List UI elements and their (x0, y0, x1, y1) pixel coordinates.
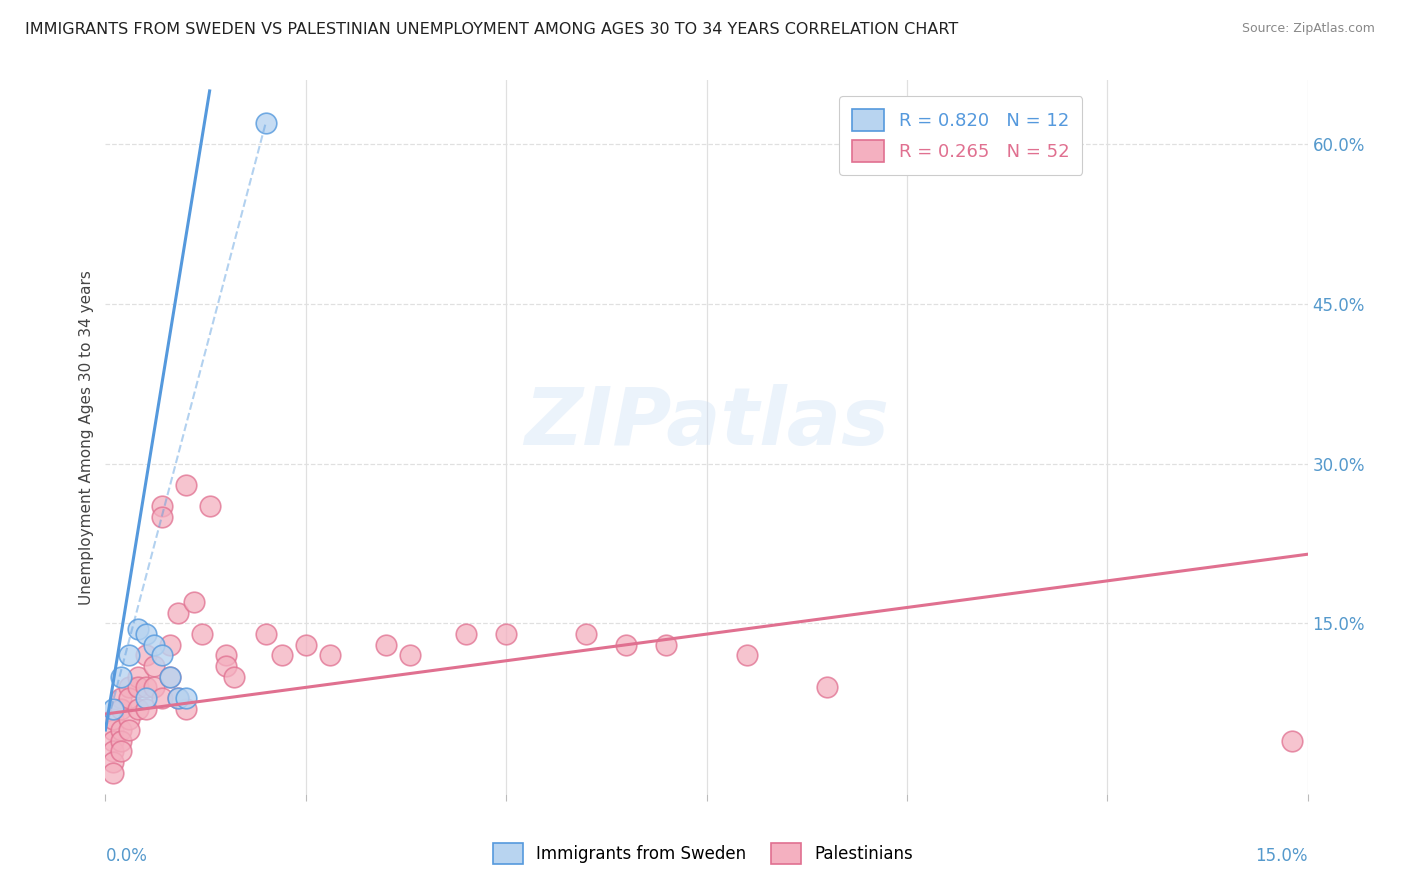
Point (118, 712, 141, 726)
Point (150, 691, 173, 706)
Point (150, 500, 173, 514)
Point (254, 627, 277, 641)
Text: Source: ZipAtlas.com: Source: ZipAtlas.com (1241, 22, 1375, 36)
Point (103, 712, 125, 726)
Point (142, 638, 165, 652)
Text: IMMIGRANTS FROM SWEDEN VS PALESTINIAN UNEMPLOYMENT AMONG AGES 30 TO 34 YEARS COR: IMMIGRANTS FROM SWEDEN VS PALESTINIAN UN… (25, 22, 959, 37)
Point (103, 701, 125, 715)
Point (103, 723, 125, 737)
Point (183, 595, 205, 609)
Y-axis label: Unemployment Among Ages 30 to 34 years: Unemployment Among Ages 30 to 34 years (79, 269, 94, 605)
Point (214, 659, 236, 673)
Point (319, 648, 342, 663)
Point (254, 116, 277, 130)
Point (135, 701, 157, 715)
Text: 15.0%: 15.0% (1256, 847, 1308, 865)
Point (150, 510, 173, 524)
Point (159, 638, 181, 652)
Point (454, 627, 477, 641)
Point (190, 627, 212, 641)
Point (127, 670, 149, 684)
Point (815, 681, 838, 695)
Legend: Immigrants from Sweden, Palestinians: Immigrants from Sweden, Palestinians (486, 837, 920, 871)
Point (118, 723, 141, 737)
Point (616, 638, 638, 652)
Point (142, 681, 165, 695)
Legend: R = 0.820   N = 12, R = 0.265   N = 52: R = 0.820 N = 12, R = 0.265 N = 52 (839, 96, 1083, 175)
Point (103, 733, 125, 747)
Point (127, 701, 149, 715)
Text: 0.0%: 0.0% (105, 847, 148, 865)
Point (495, 627, 517, 641)
Point (735, 648, 758, 663)
Point (166, 691, 188, 706)
Point (575, 627, 598, 641)
Point (127, 681, 149, 695)
Point (374, 638, 398, 652)
Point (110, 670, 132, 684)
Point (118, 691, 141, 706)
Point (103, 765, 125, 780)
Point (135, 627, 157, 641)
Point (159, 670, 181, 684)
Point (135, 681, 157, 695)
Point (110, 701, 132, 715)
Point (103, 744, 125, 758)
Point (135, 691, 157, 706)
Point (222, 670, 245, 684)
Point (295, 638, 318, 652)
Point (166, 691, 188, 706)
Point (110, 723, 132, 737)
Point (103, 755, 125, 769)
Point (166, 606, 188, 620)
Point (118, 681, 141, 695)
Point (127, 622, 149, 636)
Text: ZIPatlas: ZIPatlas (524, 384, 889, 462)
Point (110, 744, 132, 758)
Point (214, 648, 236, 663)
Point (135, 648, 157, 663)
Point (142, 659, 165, 673)
Point (174, 701, 197, 715)
Point (655, 638, 678, 652)
Point (399, 648, 422, 663)
Point (159, 670, 181, 684)
Point (110, 691, 132, 706)
Point (150, 648, 173, 663)
Point (1281, 733, 1303, 747)
Point (174, 478, 197, 492)
Point (118, 648, 141, 663)
Point (174, 691, 197, 706)
Point (198, 500, 221, 514)
Point (110, 733, 132, 747)
Point (270, 648, 292, 663)
